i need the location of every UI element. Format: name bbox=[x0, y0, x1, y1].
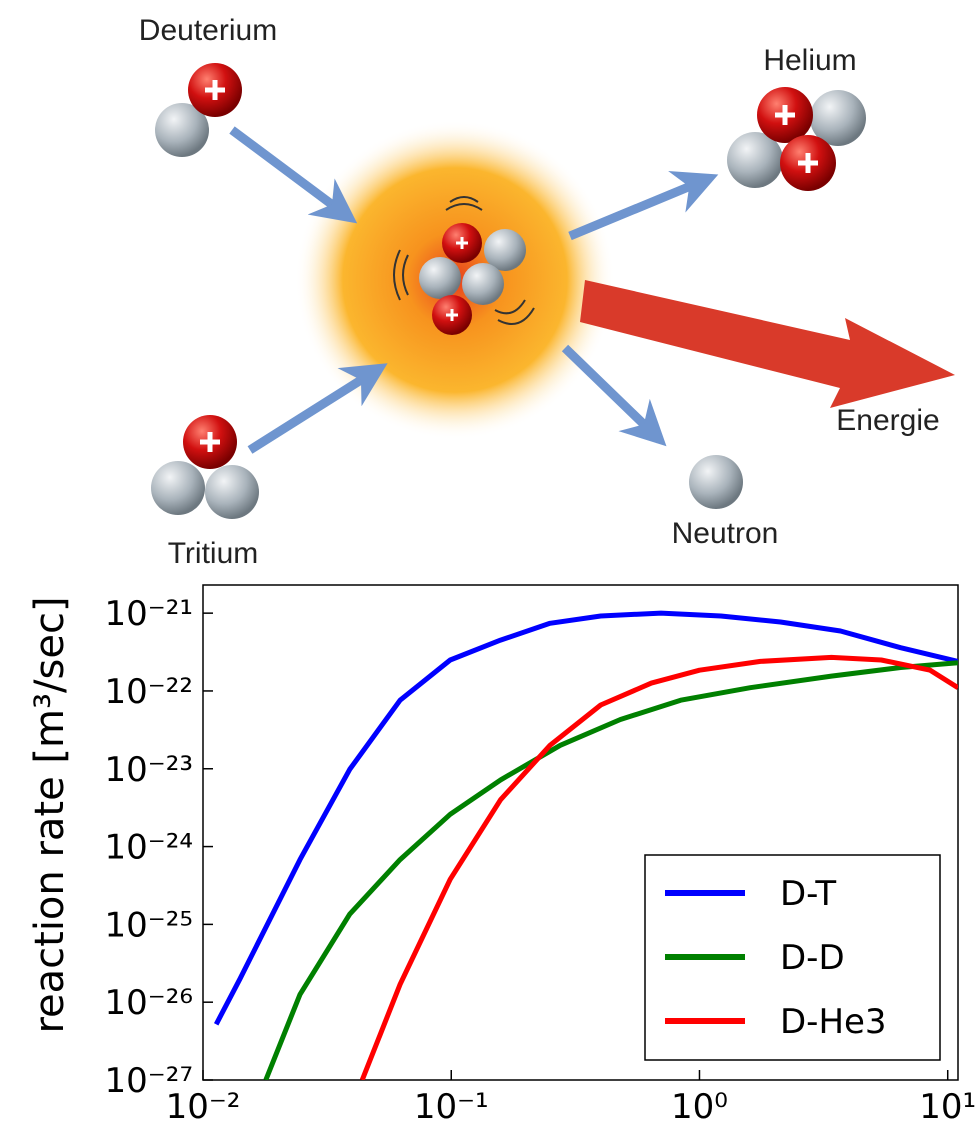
arrow bbox=[565, 348, 660, 440]
neutron bbox=[205, 465, 259, 519]
x-tick-label: 10¹ bbox=[919, 1087, 976, 1127]
y-tick-label: 10⁻²⁶ bbox=[105, 983, 193, 1023]
neutron bbox=[151, 461, 205, 515]
label: Tritium bbox=[168, 537, 259, 570]
y-tick-label: 10⁻²⁷ bbox=[105, 1061, 193, 1101]
label: Energie bbox=[836, 404, 939, 437]
x-tick-label: 10⁻¹ bbox=[414, 1087, 489, 1127]
page: Deuterium Tritium Helium Neutron Energie… bbox=[0, 0, 976, 1133]
legend-label: D-T bbox=[780, 874, 836, 914]
energy-arrow bbox=[580, 280, 955, 408]
arrow bbox=[232, 130, 350, 218]
x-tick-label: 10⁰ bbox=[671, 1087, 728, 1127]
y-axis-label: reaction rate [m³/sec] bbox=[27, 596, 73, 1033]
label: Deuterium bbox=[139, 14, 277, 47]
label: Neutron bbox=[672, 517, 779, 550]
legend-label: D-D bbox=[780, 938, 845, 978]
y-tick-label: 10⁻²⁵ bbox=[105, 905, 193, 945]
label: Helium bbox=[763, 44, 856, 77]
neutron bbox=[462, 263, 504, 305]
y-tick-label: 10⁻²³ bbox=[105, 750, 193, 790]
figure: Deuterium Tritium Helium Neutron Energie… bbox=[0, 0, 976, 1133]
neutron bbox=[689, 455, 743, 509]
y-tick-label: 10⁻²¹ bbox=[105, 594, 193, 634]
y-tick-label: 10⁻²⁴ bbox=[105, 828, 193, 868]
legend-label: D-He3 bbox=[780, 1002, 887, 1042]
neutron bbox=[419, 257, 461, 299]
y-tick-label: 10⁻²² bbox=[105, 672, 193, 712]
diagram: Deuterium Tritium Helium Neutron Energie bbox=[139, 14, 955, 570]
